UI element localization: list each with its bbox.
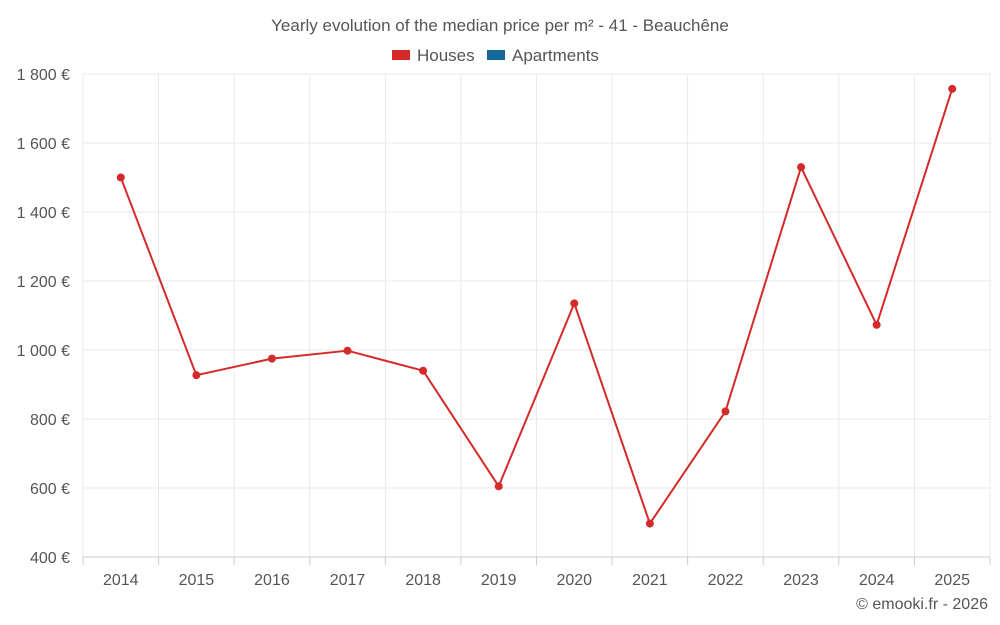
data-point-houses-2021[interactable] (645, 519, 654, 528)
x-tick-label: 2017 (330, 572, 366, 589)
y-tick-label: 1 000 € (17, 343, 70, 360)
x-tick-label: 2015 (179, 572, 215, 589)
x-tick-label: 2023 (783, 572, 819, 589)
x-tick-label: 2018 (405, 572, 441, 589)
data-point-houses-2020[interactable] (570, 299, 579, 308)
x-tick-label: 2019 (481, 572, 517, 589)
credit-text: © emooki.fr - 2026 (856, 596, 988, 613)
y-tick-label: 1 600 € (17, 136, 70, 153)
data-point-houses-2016[interactable] (267, 354, 276, 363)
x-tick-label: 2024 (859, 572, 895, 589)
data-point-houses-2014[interactable] (116, 173, 125, 182)
legend-label-houses[interactable]: Houses (417, 46, 475, 65)
chart-title: Yearly evolution of the median price per… (271, 16, 729, 35)
x-tick-label: 2022 (708, 572, 744, 589)
data-point-houses-2018[interactable] (419, 366, 428, 375)
series-houses (116, 84, 957, 528)
legend: Houses Apartments (392, 46, 599, 65)
series-line-houses (119, 88, 954, 525)
x-tick-label: 2020 (556, 572, 592, 589)
y-tick-label: 600 € (30, 481, 70, 498)
x-tick-label: 2021 (632, 572, 668, 589)
x-tick-label: 2025 (934, 572, 970, 589)
data-point-houses-2024[interactable] (872, 320, 881, 329)
x-tick-label: 2016 (254, 572, 290, 589)
x-tick-label: 2014 (103, 572, 139, 589)
data-point-houses-2025[interactable] (948, 84, 957, 93)
x-axis-ticks: 2014 2015 2016 2017 2018 2019 2020 2021 2022 2023… (103, 572, 970, 589)
y-tick-label: 1 200 € (17, 274, 70, 291)
data-point-houses-2019[interactable] (494, 482, 503, 491)
data-point-houses-2023[interactable] (797, 163, 806, 172)
y-tick-label: 400 € (30, 550, 70, 567)
data-point-houses-2022[interactable] (721, 407, 730, 416)
legend-swatch-apartments (487, 50, 505, 60)
data-point-houses-2015[interactable] (192, 371, 201, 380)
legend-swatch-houses (392, 50, 410, 60)
axes (82, 556, 991, 565)
y-axis-ticks: 400 € 600 € 800 € 1 000 € 1 200 € 1 400 € 1 60… (17, 67, 70, 567)
grid (82, 73, 991, 557)
y-tick-label: 800 € (30, 412, 70, 429)
y-tick-label: 1 400 € (17, 205, 70, 222)
legend-label-apartments[interactable]: Apartments (512, 46, 599, 65)
data-point-houses-2017[interactable] (343, 346, 352, 355)
y-tick-label: 1 800 € (17, 67, 70, 84)
